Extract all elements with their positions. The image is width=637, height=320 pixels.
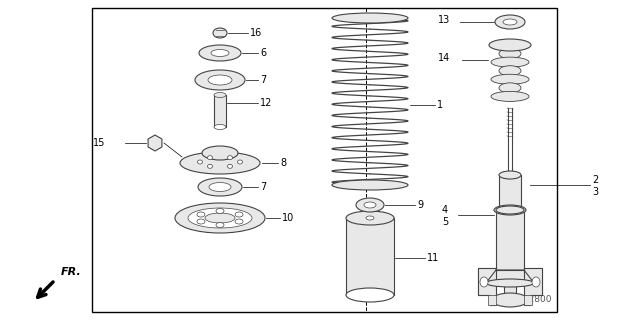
Text: 14: 14 bbox=[438, 53, 450, 63]
Ellipse shape bbox=[188, 208, 252, 228]
Ellipse shape bbox=[208, 156, 213, 160]
Ellipse shape bbox=[214, 92, 226, 98]
Text: ST83-B2800: ST83-B2800 bbox=[498, 295, 552, 304]
Ellipse shape bbox=[332, 180, 408, 190]
Bar bbox=[504, 283, 516, 295]
Ellipse shape bbox=[208, 164, 213, 168]
Polygon shape bbox=[486, 270, 534, 283]
Text: 2: 2 bbox=[592, 175, 598, 185]
Ellipse shape bbox=[356, 198, 384, 212]
Ellipse shape bbox=[346, 211, 394, 225]
Ellipse shape bbox=[213, 28, 227, 38]
Bar bbox=[524, 295, 532, 305]
Ellipse shape bbox=[195, 70, 245, 90]
Text: 7: 7 bbox=[260, 182, 266, 192]
Ellipse shape bbox=[208, 75, 232, 85]
Ellipse shape bbox=[235, 212, 243, 217]
Bar bbox=[92, 8, 557, 312]
Ellipse shape bbox=[235, 219, 243, 224]
Ellipse shape bbox=[216, 222, 224, 228]
Ellipse shape bbox=[197, 212, 205, 217]
Ellipse shape bbox=[211, 50, 229, 57]
Text: 5: 5 bbox=[441, 217, 448, 227]
Ellipse shape bbox=[491, 40, 529, 50]
Ellipse shape bbox=[216, 209, 224, 213]
Bar bbox=[488, 295, 496, 305]
Ellipse shape bbox=[364, 202, 376, 208]
Ellipse shape bbox=[499, 49, 521, 59]
Ellipse shape bbox=[197, 160, 203, 164]
Text: 11: 11 bbox=[427, 253, 440, 263]
Ellipse shape bbox=[491, 74, 529, 84]
Ellipse shape bbox=[238, 160, 243, 164]
Ellipse shape bbox=[480, 277, 488, 287]
Text: FR.: FR. bbox=[61, 267, 82, 277]
Text: 8: 8 bbox=[280, 158, 286, 168]
Ellipse shape bbox=[503, 19, 517, 25]
Ellipse shape bbox=[209, 182, 231, 191]
Ellipse shape bbox=[198, 178, 242, 196]
Text: 7: 7 bbox=[260, 75, 266, 85]
Ellipse shape bbox=[199, 45, 241, 61]
Bar bbox=[214, 95, 226, 127]
Ellipse shape bbox=[366, 216, 374, 220]
Text: 6: 6 bbox=[260, 48, 266, 58]
Ellipse shape bbox=[486, 279, 534, 287]
Ellipse shape bbox=[491, 57, 529, 67]
Bar bbox=[499, 175, 521, 210]
Text: 1: 1 bbox=[437, 100, 443, 110]
Ellipse shape bbox=[227, 156, 233, 160]
Ellipse shape bbox=[532, 277, 540, 287]
Text: 4: 4 bbox=[442, 205, 448, 215]
Text: 12: 12 bbox=[260, 98, 273, 108]
Text: 10: 10 bbox=[282, 213, 294, 223]
Ellipse shape bbox=[205, 213, 235, 223]
Text: 9: 9 bbox=[417, 200, 423, 210]
Ellipse shape bbox=[332, 13, 408, 23]
Bar bbox=[496, 210, 524, 270]
Ellipse shape bbox=[202, 146, 238, 160]
Ellipse shape bbox=[496, 206, 524, 214]
Text: 13: 13 bbox=[438, 15, 450, 25]
Ellipse shape bbox=[495, 15, 525, 29]
Ellipse shape bbox=[175, 203, 265, 233]
Ellipse shape bbox=[180, 152, 260, 174]
Polygon shape bbox=[478, 268, 496, 305]
Ellipse shape bbox=[227, 164, 233, 168]
Ellipse shape bbox=[499, 171, 521, 179]
Ellipse shape bbox=[346, 288, 394, 302]
Ellipse shape bbox=[489, 39, 531, 51]
Ellipse shape bbox=[197, 219, 205, 224]
Ellipse shape bbox=[494, 205, 526, 215]
Ellipse shape bbox=[499, 66, 521, 76]
Text: 15: 15 bbox=[92, 138, 105, 148]
Text: 3: 3 bbox=[592, 187, 598, 197]
Ellipse shape bbox=[491, 92, 529, 101]
Text: 16: 16 bbox=[250, 28, 262, 38]
Bar bbox=[346, 218, 394, 295]
Ellipse shape bbox=[214, 124, 226, 130]
Polygon shape bbox=[524, 268, 542, 305]
Ellipse shape bbox=[499, 83, 521, 93]
Ellipse shape bbox=[492, 293, 528, 307]
